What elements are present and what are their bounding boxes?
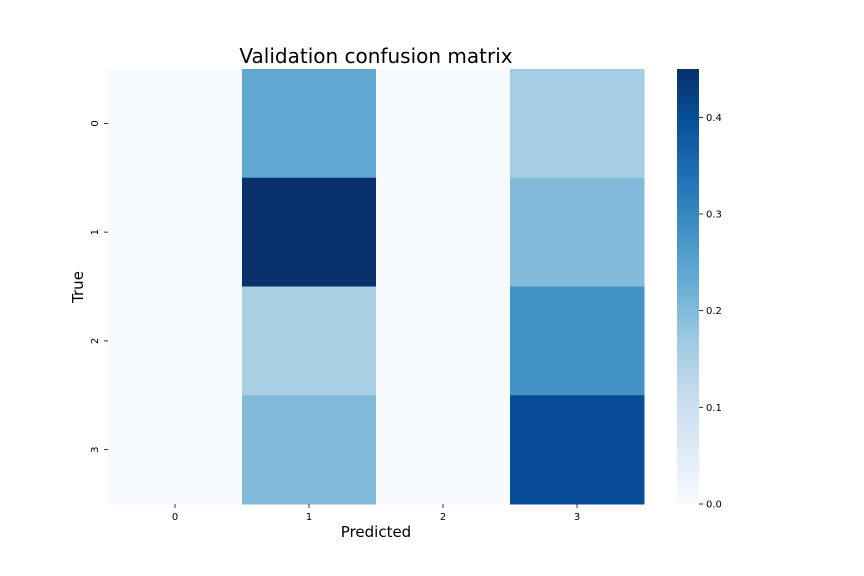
heatmap-cell-0-2	[376, 69, 511, 179]
heatmap-cell-0-1	[242, 69, 377, 179]
colorbar-tick-label-3: 0.3	[706, 210, 722, 221]
colorbar-tick-label-0: 0.0	[706, 500, 722, 511]
colorbar-tick-label-4: 0.4	[706, 113, 722, 124]
heatmap-cells	[108, 69, 645, 505]
x-axis-ticks: 0 1 2 3	[172, 504, 580, 523]
heatmap-cell-1-2	[376, 177, 511, 287]
heatmap-cell-3-2	[376, 395, 511, 505]
chart-title: Validation confusion matrix	[239, 44, 512, 68]
colorbar-tick-label-2: 0.2	[706, 306, 722, 317]
colorbar: 0.0 0.1 0.2 0.3 0.4	[677, 69, 722, 511]
heatmap-cell-1-1	[242, 177, 377, 287]
heatmap-cell-2-2	[376, 286, 511, 396]
x-axis-label: Predicted	[341, 523, 411, 541]
heatmap-cell-2-0	[108, 286, 243, 396]
y-tick-label-0: 0	[90, 120, 101, 126]
heatmap-cell-0-3	[510, 69, 645, 179]
heatmap-cell-2-3	[510, 286, 645, 396]
x-tick-label-3: 3	[574, 512, 580, 523]
colorbar-gradient	[677, 69, 699, 504]
x-tick-label-1: 1	[306, 512, 312, 523]
x-tick-label-0: 0	[172, 512, 178, 523]
heatmap-cell-1-3	[510, 177, 645, 287]
y-axis-ticks: 0 1 2 3	[90, 120, 108, 453]
y-tick-label-1: 1	[90, 229, 101, 235]
heatmap-cell-3-1	[242, 395, 377, 505]
colorbar-ticks: 0.0 0.1 0.2 0.3 0.4	[699, 113, 722, 511]
heatmap-cell-1-0	[108, 177, 243, 287]
heatmap-cell-3-3	[510, 395, 645, 505]
x-tick-label-2: 2	[440, 512, 446, 523]
heatmap-cell-3-0	[108, 395, 243, 505]
y-axis-label: True	[69, 271, 87, 304]
heatmap-cell-2-1	[242, 286, 377, 396]
colorbar-tick-label-1: 0.1	[706, 403, 722, 414]
y-tick-label-3: 3	[90, 446, 101, 452]
heatmap-cell-0-0	[108, 69, 243, 179]
y-tick-label-2: 2	[90, 338, 101, 344]
